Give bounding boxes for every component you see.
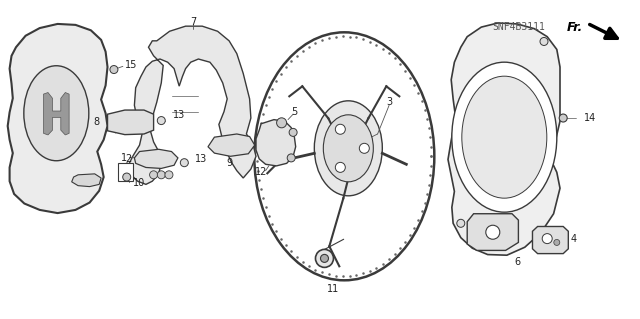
Text: 9: 9 — [226, 158, 232, 168]
Circle shape — [542, 234, 552, 244]
Polygon shape — [44, 93, 69, 135]
Text: SNF4B3111: SNF4B3111 — [492, 22, 545, 32]
Text: 6: 6 — [514, 256, 520, 267]
Text: 2: 2 — [125, 154, 131, 165]
Ellipse shape — [24, 66, 89, 161]
Circle shape — [486, 225, 500, 239]
Polygon shape — [72, 174, 101, 187]
Circle shape — [287, 154, 295, 162]
Text: 7: 7 — [190, 17, 196, 27]
Circle shape — [110, 65, 118, 74]
Polygon shape — [256, 120, 296, 166]
Text: 1: 1 — [120, 153, 127, 163]
Ellipse shape — [323, 115, 373, 182]
Text: 11: 11 — [326, 284, 339, 294]
Text: 10: 10 — [133, 178, 145, 189]
Circle shape — [321, 254, 328, 263]
Polygon shape — [134, 149, 178, 168]
FancyBboxPatch shape — [118, 163, 133, 181]
Polygon shape — [208, 134, 255, 156]
Text: 3: 3 — [386, 97, 392, 107]
Text: 5: 5 — [291, 107, 298, 117]
Circle shape — [123, 173, 131, 181]
Circle shape — [180, 159, 188, 167]
Circle shape — [559, 114, 567, 122]
Text: 13: 13 — [173, 110, 185, 120]
Circle shape — [316, 249, 333, 267]
Circle shape — [157, 116, 165, 125]
Circle shape — [335, 162, 346, 172]
Text: Fr.: Fr. — [567, 21, 583, 34]
Polygon shape — [467, 214, 518, 250]
Polygon shape — [448, 23, 560, 255]
Circle shape — [276, 118, 287, 128]
Circle shape — [457, 219, 465, 227]
Circle shape — [150, 171, 157, 179]
Polygon shape — [8, 24, 108, 213]
Text: 14: 14 — [584, 113, 596, 123]
Text: 12: 12 — [255, 167, 268, 177]
Ellipse shape — [452, 62, 557, 212]
Polygon shape — [128, 26, 256, 184]
Circle shape — [359, 143, 369, 153]
Ellipse shape — [254, 32, 435, 280]
Ellipse shape — [462, 76, 547, 198]
Polygon shape — [108, 110, 154, 135]
Text: 15: 15 — [125, 60, 137, 70]
Text: 13: 13 — [195, 154, 207, 164]
Circle shape — [289, 128, 297, 137]
Circle shape — [157, 171, 165, 179]
Circle shape — [335, 124, 346, 134]
Polygon shape — [532, 226, 568, 254]
Circle shape — [540, 37, 548, 46]
Circle shape — [165, 171, 173, 179]
Text: 4: 4 — [571, 234, 577, 244]
Circle shape — [554, 240, 560, 245]
Ellipse shape — [314, 101, 382, 196]
Text: 8: 8 — [93, 117, 99, 127]
